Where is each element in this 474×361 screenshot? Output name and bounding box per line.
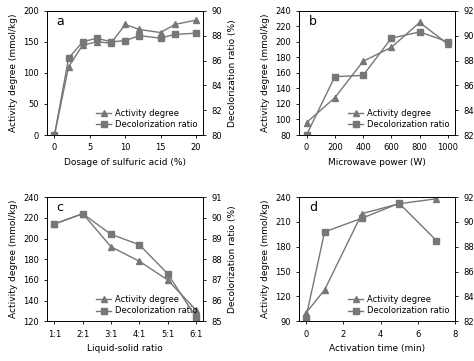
Decolorization ratio [108,40,114,44]
Activity degree [389,45,394,49]
Y-axis label: Activity degree (mmol/kg): Activity degree (mmol/kg) [261,200,270,318]
Activity degree [396,201,402,206]
Decolorization ratio [332,74,337,79]
Y-axis label: Decolorization ratio (%): Decolorization ratio (%) [228,19,237,127]
Activity degree [193,18,199,22]
Activity degree [80,43,86,47]
Activity degree [303,311,309,315]
Line: Decolorization ratio: Decolorization ratio [52,211,199,320]
Decolorization ratio [66,56,72,60]
Legend: Activity degree, Decolorization ratio: Activity degree, Decolorization ratio [346,107,451,131]
Activity degree [193,308,199,312]
Decolorization ratio [303,316,309,320]
Text: d: d [309,201,317,214]
Legend: Activity degree, Decolorization ratio: Activity degree, Decolorization ratio [95,293,199,317]
Activity degree [445,42,451,46]
Activity degree [94,40,100,44]
Legend: Activity degree, Decolorization ratio: Activity degree, Decolorization ratio [346,293,451,317]
Legend: Activity degree, Decolorization ratio: Activity degree, Decolorization ratio [95,107,199,131]
Activity degree [360,59,366,64]
Activity degree [165,278,171,282]
Activity degree [137,27,142,32]
Activity degree [137,259,142,264]
Activity degree [108,245,114,249]
X-axis label: Dosage of sulfuric acid (%): Dosage of sulfuric acid (%) [64,158,186,167]
Activity degree [434,197,439,201]
Activity degree [304,121,310,125]
Decolorization ratio [172,32,178,36]
Activity degree [80,212,86,216]
Text: b: b [309,14,317,27]
Activity degree [417,20,422,25]
Decolorization ratio [417,30,422,34]
Decolorization ratio [322,230,328,234]
Decolorization ratio [445,40,451,44]
Line: Activity degree: Activity degree [303,196,439,316]
Text: c: c [57,201,64,214]
Line: Decolorization ratio: Decolorization ratio [52,30,199,138]
Decolorization ratio [360,73,366,78]
Y-axis label: Activity degree (mmol/kg): Activity degree (mmol/kg) [9,200,18,318]
X-axis label: Microwave power (W): Microwave power (W) [328,158,426,167]
Text: a: a [57,14,64,27]
Line: Activity degree: Activity degree [52,211,199,313]
Activity degree [158,30,164,35]
Decolorization ratio [52,222,57,226]
Activity degree [332,96,337,100]
Decolorization ratio [94,36,100,40]
Activity degree [66,65,72,69]
Decolorization ratio [193,31,199,35]
Line: Activity degree: Activity degree [52,17,199,138]
Decolorization ratio [389,36,394,40]
Y-axis label: Decolorization ratio (%): Decolorization ratio (%) [228,205,237,313]
Line: Decolorization ratio: Decolorization ratio [304,29,451,138]
Decolorization ratio [304,133,310,137]
Decolorization ratio [122,39,128,43]
Y-axis label: Activity degree (mmol/kg): Activity degree (mmol/kg) [9,14,18,132]
Activity degree [108,41,114,45]
Decolorization ratio [80,212,86,216]
Decolorization ratio [193,315,199,319]
Activity degree [172,22,178,27]
Decolorization ratio [158,36,164,40]
Line: Decolorization ratio: Decolorization ratio [303,201,439,320]
Y-axis label: Activity degree (mmol/kg): Activity degree (mmol/kg) [261,14,270,132]
Decolorization ratio [434,238,439,243]
Activity degree [322,288,328,292]
Decolorization ratio [108,232,114,236]
Decolorization ratio [137,34,142,38]
Decolorization ratio [137,243,142,247]
Activity degree [359,212,365,216]
Activity degree [122,22,128,27]
Decolorization ratio [396,201,402,205]
Decolorization ratio [359,216,365,220]
Activity degree [52,133,57,137]
X-axis label: Activation time (min): Activation time (min) [329,344,425,353]
Decolorization ratio [52,133,57,137]
Decolorization ratio [80,40,86,44]
Line: Activity degree: Activity degree [304,20,451,125]
Activity degree [52,222,57,226]
X-axis label: Liquid-solid ratio: Liquid-solid ratio [87,344,163,353]
Decolorization ratio [165,271,171,276]
